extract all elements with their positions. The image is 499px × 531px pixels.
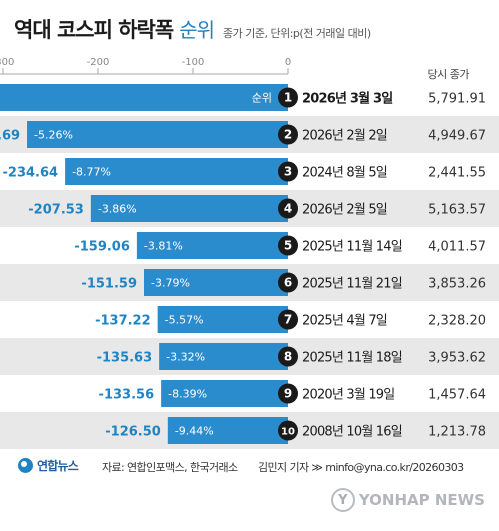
pct-label: -5.57% [165,314,204,327]
date-label: 2026년 2월 2일 [302,129,387,144]
rank-number: 5 [284,239,292,253]
date-label: 2024년 8월 5일 [302,166,387,181]
bar [65,158,288,185]
rank-badge [278,124,298,145]
close-value: 2,328.20 [428,314,486,329]
close-value: 5,163.57 [428,203,486,218]
rank-badge [278,383,298,404]
pct-label: -8.39% [168,388,207,401]
rank-number: 6 [284,276,292,290]
value-label: -135.63 [97,351,153,366]
rank-badge [278,198,298,219]
close-value: 4,949.67 [428,129,486,144]
x-tick-label: -300 [0,57,14,68]
x-tick-label: -200 [87,57,110,68]
bar [143,269,288,296]
bar [161,380,288,407]
unit-note: 종가 기준, 단위:p(전 거래일 대비) [223,27,371,40]
close-value: 3,853.26 [428,277,486,292]
bar [167,417,288,444]
value-label: -207.53 [28,203,84,218]
date-label: 2025년 11월 18일 [302,351,402,366]
credit-text: 김민지 기자 ≫ minfo@yna.co.kr/20260303 [258,461,464,474]
pct-label: -8.77% [72,166,111,179]
value-label: -159.06 [74,240,130,255]
bar [157,306,288,333]
rank-badge [278,235,298,256]
pct-label: -3.32% [166,351,205,364]
date-label: 2025년 11월 14일 [302,240,402,255]
bar [136,232,288,259]
yonhap-logo-text: 연합뉴스 [37,459,79,473]
rank-badge [278,272,298,293]
bar [27,121,289,148]
yonhap-news-watermark: Y YONHAP NEWS [330,488,485,512]
rank-number: 10 [281,427,295,438]
date-label: 2025년 11월 21일 [302,277,402,292]
value-label: -234.64 [3,166,59,181]
rank-number: 1 [284,91,292,105]
source-text: 자료: 연합인포맥스, 한국거래소 [102,461,238,474]
rank-number: 3 [284,165,292,179]
bar [0,84,289,111]
rank-badge [278,309,298,330]
close-value: 3,953.62 [428,351,486,366]
close-value: 2,441.55 [428,166,486,181]
value-label: -274.69 [0,129,20,144]
chart-header: 역대 코스피 하락폭 순위 종가 기준, 단위:p(전 거래일 대비) [14,14,371,44]
footer: 연합뉴스 자료: 연합인포맥스, 한국거래소 김민지 기자 ≫ minfo@yn… [0,450,499,484]
value-label: -151.59 [81,277,137,292]
date-label: 2025년 4월 7일 [302,314,387,329]
value-label: -126.50 [105,425,161,440]
chart-title-accent: 순위 [179,18,215,42]
pct-label: -3.81% [144,240,183,253]
pct-label: -3.79% [151,277,190,290]
rank-number: 2 [284,128,292,142]
rank-badge [278,87,298,108]
close-value: 4,011.57 [428,240,486,255]
chart-title: 역대 코스피 하락폭 [14,18,174,42]
rank-header-label: 순위 [252,92,272,105]
close-value: 1,213.78 [428,425,486,440]
x-tick-label: -100 [182,57,205,68]
pct-label: -5.26% [34,129,73,142]
rank-badge [278,161,298,182]
value-label: -133.56 [99,388,155,403]
rank-number: 8 [284,350,292,364]
date-label: 2026년 2월 5일 [302,203,387,218]
close-column-header: 당시 종가 [427,68,470,81]
pct-label: -9.44% [175,425,214,438]
rank-number: 9 [284,387,292,401]
yonhap-watermark-text: YONHAP NEWS [358,491,485,509]
close-value: 5,791.91 [428,92,486,107]
value-label: -137.22 [95,314,151,329]
bar [159,343,288,370]
date-label: 2020년 3월 19일 [302,388,394,403]
x-tick-label: 0 [285,57,291,68]
close-value: 1,457.64 [428,388,486,403]
yonhap-logo: 연합뉴스 [18,457,79,474]
bar [90,195,288,222]
yonhap-logo-icon [18,458,33,473]
rank-number: 4 [284,202,292,216]
date-label: 2008년 10월 16일 [302,425,402,440]
pct-label: -3.86% [98,203,137,216]
yonhap-watermark-icon: Y [330,488,355,512]
date-label: 2026년 3월 3일 [302,91,392,107]
rank-badge [278,420,298,441]
rank-number: 7 [284,313,292,327]
rank-badge [278,346,298,367]
